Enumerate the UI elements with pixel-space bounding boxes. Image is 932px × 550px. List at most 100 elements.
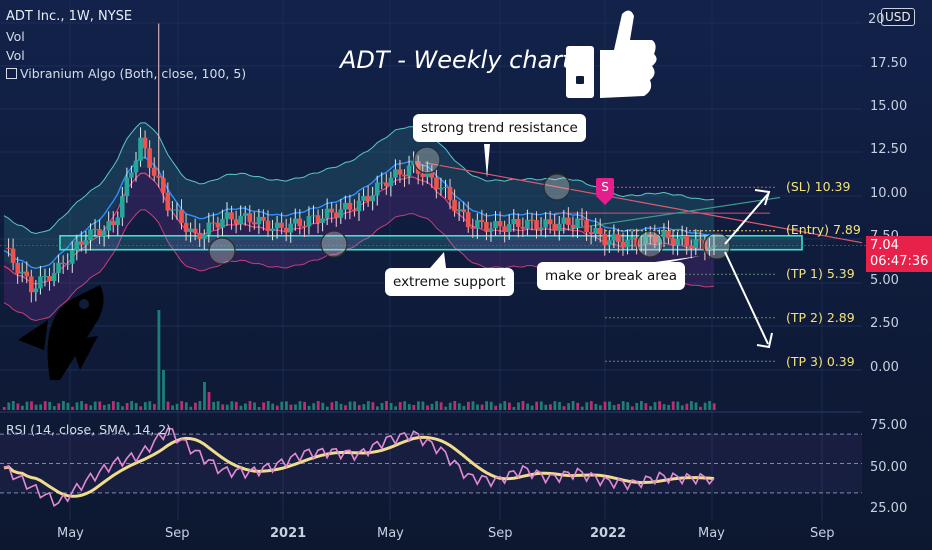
volume-bar xyxy=(157,310,161,410)
volume-bar xyxy=(57,403,61,410)
volume-bar xyxy=(25,401,29,410)
level-sl-label: (SL) 10.39 xyxy=(786,179,851,194)
candle-body xyxy=(452,199,457,212)
candle-body xyxy=(693,239,699,248)
volume-bar xyxy=(348,401,352,410)
volume-bar xyxy=(271,403,275,410)
candle-body xyxy=(97,229,102,237)
volume-bar xyxy=(448,402,452,410)
volume-bar xyxy=(239,405,243,410)
volume-bar xyxy=(517,402,520,410)
candle-body xyxy=(588,232,594,234)
ticker-label[interactable]: ADT Inc., 1W, NYSE xyxy=(6,9,133,24)
candle-body xyxy=(434,177,439,190)
level-entry-label: (Entry) 7.89 xyxy=(786,222,861,237)
volume-bar xyxy=(690,401,693,410)
volume-bar xyxy=(630,406,634,410)
candle-body xyxy=(288,223,293,233)
volume-bar xyxy=(667,404,671,410)
callout-make-or-break: make or break area xyxy=(537,262,686,290)
candle-body xyxy=(393,169,398,178)
candle-body xyxy=(161,177,166,193)
volume-bar xyxy=(439,402,443,410)
rsi-legend[interactable]: RSI (14, close, SMA, 14, 2) xyxy=(6,422,172,437)
volume-bar xyxy=(175,403,179,410)
candle-body xyxy=(147,148,152,168)
candle-body xyxy=(206,222,212,235)
candle-body xyxy=(106,221,111,231)
volume-bar xyxy=(266,401,270,410)
vol-legend-2[interactable]: Vol xyxy=(6,48,25,63)
y-tick-label: 10.00 xyxy=(870,186,908,201)
candle-body xyxy=(320,218,325,223)
candle-body xyxy=(42,276,48,277)
candle-body xyxy=(538,227,544,230)
support-zone xyxy=(0,235,866,251)
pivot-circle xyxy=(413,146,441,174)
candle-body xyxy=(24,271,30,277)
indicator-legend[interactable]: Vibranium Algo (Both, close, 100, 5) xyxy=(6,66,246,81)
x-tick-label: Sep xyxy=(165,526,190,541)
volume-bar xyxy=(553,401,557,410)
y-tick-label: 0.00 xyxy=(870,360,899,375)
volume-bar xyxy=(207,392,211,410)
candle-body xyxy=(324,208,330,219)
candle-body xyxy=(384,182,389,187)
volume-bar xyxy=(417,401,420,410)
candle-body xyxy=(142,137,148,149)
volume-bar xyxy=(539,401,543,410)
vol-legend-1[interactable]: Vol xyxy=(6,29,25,44)
candle-body xyxy=(19,271,25,274)
candle-body xyxy=(634,237,639,246)
candle-body xyxy=(702,240,708,250)
candle-body xyxy=(151,167,157,176)
volume-bar xyxy=(640,401,643,410)
volume-bar xyxy=(694,402,698,410)
volume-bar xyxy=(412,405,416,410)
volume-bar xyxy=(93,401,97,410)
volume-bar xyxy=(485,401,488,410)
down-arrow-head xyxy=(756,332,773,349)
currency-button[interactable]: USD xyxy=(881,8,915,26)
candle-body xyxy=(456,209,462,212)
sell-marker-pointer xyxy=(596,196,614,205)
volume-bar xyxy=(676,401,680,410)
rsi-tick-label: 25.00 xyxy=(870,501,908,516)
candle-body xyxy=(92,229,98,231)
x-tick-label: May xyxy=(377,526,404,541)
volume-bars xyxy=(2,310,716,410)
callout-extreme-support: extreme support xyxy=(385,268,514,296)
volume-bar xyxy=(362,404,366,410)
volume-bar xyxy=(389,403,393,410)
volume-bar xyxy=(653,402,657,410)
candle-body xyxy=(402,174,407,177)
volume-bar xyxy=(39,404,42,410)
callout-pointer xyxy=(430,252,446,268)
candle-body xyxy=(202,234,207,239)
volume-bar xyxy=(617,404,620,410)
x-tick-label: 2022 xyxy=(590,526,627,541)
volume-bar xyxy=(30,401,33,410)
candle-body xyxy=(679,236,685,239)
candle-body xyxy=(711,245,717,248)
volume-bar xyxy=(335,401,338,410)
candle-body xyxy=(33,288,39,293)
candle-body xyxy=(675,238,680,246)
volume-bar xyxy=(544,404,548,410)
decorations xyxy=(18,10,700,380)
volume-bar xyxy=(703,402,707,410)
volume-bar xyxy=(621,401,625,410)
candle-body xyxy=(584,220,589,233)
volume-bar xyxy=(180,401,184,410)
candle-body xyxy=(179,209,184,223)
candle-body xyxy=(620,242,626,248)
candle-body xyxy=(534,220,539,230)
candle-body xyxy=(543,219,548,228)
volume-bar xyxy=(662,404,666,410)
volume-bar xyxy=(503,401,507,410)
volume-bar xyxy=(112,401,115,410)
volume-bar xyxy=(635,402,639,410)
volume-bar xyxy=(275,405,279,410)
volume-bar xyxy=(344,405,347,410)
